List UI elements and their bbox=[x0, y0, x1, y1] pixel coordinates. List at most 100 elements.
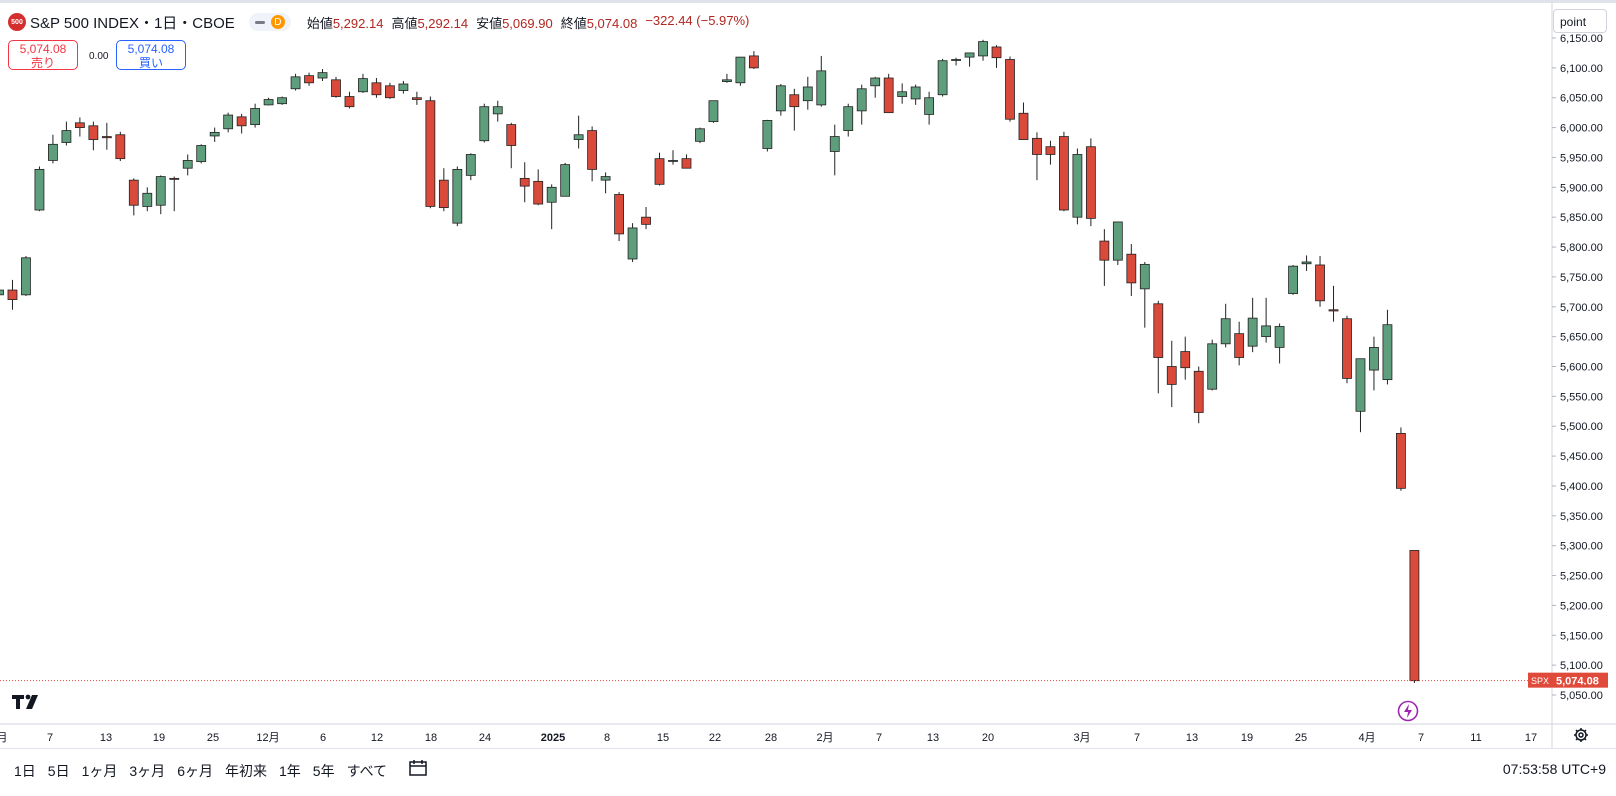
price-axis-ticks: 6,150.00 6,100.00 6,050.00 6,000.00 5,950.00… bbox=[1552, 33, 1603, 702]
lightning-icon[interactable] bbox=[1397, 700, 1419, 722]
candle-body bbox=[344, 96, 355, 108]
candle-body bbox=[951, 59, 961, 61]
candle-body bbox=[856, 88, 867, 112]
range-all[interactable]: すべて bbox=[346, 763, 388, 779]
candle-body bbox=[331, 79, 341, 97]
candle-body bbox=[1288, 265, 1298, 295]
price-tick-label: 5,900.00 bbox=[1560, 182, 1603, 194]
tradingview-logo-icon[interactable] bbox=[12, 694, 44, 710]
price-tick-label: 5,700.00 bbox=[1560, 302, 1603, 314]
candle-body bbox=[465, 154, 476, 176]
candle-body bbox=[398, 83, 409, 91]
price-tick-label: 5,250.00 bbox=[1560, 571, 1603, 583]
range-buttons: 1日 5日 1ヶ月 3ヶ月 6ヶ月 年初来 1年 5年 すべて bbox=[14, 761, 387, 781]
price-tick-label: 6,100.00 bbox=[1560, 63, 1603, 75]
price-tick-label: 5,450.00 bbox=[1560, 451, 1603, 463]
candle-body bbox=[614, 194, 624, 235]
candle-body bbox=[236, 116, 247, 127]
low-label: 安値 bbox=[476, 15, 503, 31]
range-1d[interactable]: 1日 bbox=[14, 763, 36, 779]
time-tick-label: 20 bbox=[982, 732, 994, 744]
candle-body bbox=[695, 128, 705, 142]
candle-body bbox=[991, 46, 1002, 59]
candle-body bbox=[978, 41, 988, 57]
time-tick-label: 7 bbox=[1418, 732, 1424, 744]
time-tick-label: 24 bbox=[479, 732, 491, 744]
interval-pill[interactable]: D bbox=[248, 13, 291, 31]
candle-body bbox=[411, 97, 422, 100]
calendar-goto-icon[interactable] bbox=[408, 758, 428, 778]
candle-body bbox=[0, 289, 4, 296]
candle-body bbox=[88, 125, 99, 140]
candle-body bbox=[843, 106, 854, 131]
buy-price: 5,074.08 bbox=[127, 42, 175, 56]
price-tick-label: 6,050.00 bbox=[1560, 93, 1603, 105]
time-tick-label: 18 bbox=[425, 732, 437, 744]
candle-body bbox=[1234, 333, 1245, 358]
candle-body bbox=[1112, 221, 1123, 261]
range-1m[interactable]: 1ヶ月 bbox=[81, 763, 118, 779]
price-tick-label: 5,850.00 bbox=[1560, 212, 1603, 224]
symbol-logo-icon[interactable]: 500 bbox=[8, 13, 26, 31]
candle-body bbox=[546, 186, 557, 203]
interval-badge: D bbox=[270, 15, 285, 29]
time-tick-label: 2025 bbox=[541, 732, 565, 744]
candle-body bbox=[1409, 550, 1420, 682]
high-label: 高値 bbox=[391, 15, 418, 31]
candle-body bbox=[479, 106, 490, 142]
price-tick-label: 5,350.00 bbox=[1560, 511, 1603, 523]
price-tick-label: 5,550.00 bbox=[1560, 391, 1603, 403]
candle-body bbox=[600, 176, 611, 181]
candle-body bbox=[924, 97, 935, 115]
candle-body bbox=[128, 179, 139, 206]
candle-body bbox=[1396, 432, 1406, 489]
candle-body bbox=[385, 85, 395, 99]
time-tick-label: 19 bbox=[153, 732, 165, 744]
clock-display[interactable]: 07:53:58 UTC+9 bbox=[1502, 761, 1606, 777]
candle-body bbox=[533, 180, 544, 205]
candle-body bbox=[115, 134, 126, 160]
spread-value: 0.00 bbox=[89, 51, 109, 62]
candle-body bbox=[681, 158, 692, 169]
price-tick-label: 5,650.00 bbox=[1560, 332, 1603, 344]
candle-body bbox=[48, 143, 58, 161]
candle-body bbox=[209, 131, 220, 137]
candle-body bbox=[74, 122, 85, 128]
price-tick-label: 5,100.00 bbox=[1560, 660, 1603, 672]
candle-body bbox=[870, 77, 881, 87]
candle-body bbox=[1193, 370, 1204, 413]
range-6m[interactable]: 6ヶ月 bbox=[177, 763, 213, 779]
range-ytd[interactable]: 年初来 bbox=[224, 763, 267, 779]
price-tick-label: 6,000.00 bbox=[1560, 123, 1603, 135]
candle-body bbox=[1247, 317, 1258, 347]
candle-body bbox=[1045, 146, 1056, 155]
candle-body bbox=[169, 177, 180, 180]
candle-body bbox=[1072, 154, 1083, 218]
candle-body bbox=[1180, 351, 1191, 369]
candle-body bbox=[155, 176, 166, 206]
range-3m[interactable]: 3ヶ月 bbox=[129, 763, 166, 779]
sell-price: 5,074.08 bbox=[19, 42, 67, 56]
last-symbol-badge bbox=[1528, 672, 1552, 688]
candle-body bbox=[735, 56, 746, 84]
candle-body bbox=[1207, 343, 1218, 390]
candle-body bbox=[223, 114, 234, 130]
symbol-title[interactable]: S&P 500 INDEX・1日・CBOE bbox=[30, 14, 235, 32]
gear-icon[interactable] bbox=[1573, 727, 1589, 743]
range-1y[interactable]: 1年 bbox=[278, 763, 301, 779]
range-5y[interactable]: 5年 bbox=[312, 763, 335, 779]
candle-body bbox=[425, 100, 436, 207]
buy-button[interactable]: 5,074.08 買い bbox=[116, 40, 186, 70]
collapse-icon[interactable] bbox=[254, 20, 265, 24]
candle-body bbox=[1274, 326, 1285, 348]
candle-body bbox=[829, 136, 840, 152]
candle-body bbox=[250, 108, 261, 126]
sell-button[interactable]: 5,074.08 売り bbox=[8, 40, 78, 70]
unit-button[interactable]: point bbox=[1553, 9, 1607, 33]
price-tick-label: 5,500.00 bbox=[1560, 421, 1603, 433]
range-5d[interactable]: 5日 bbox=[47, 763, 70, 779]
time-tick-label: 25 bbox=[1295, 732, 1307, 744]
candle-body bbox=[438, 179, 449, 209]
